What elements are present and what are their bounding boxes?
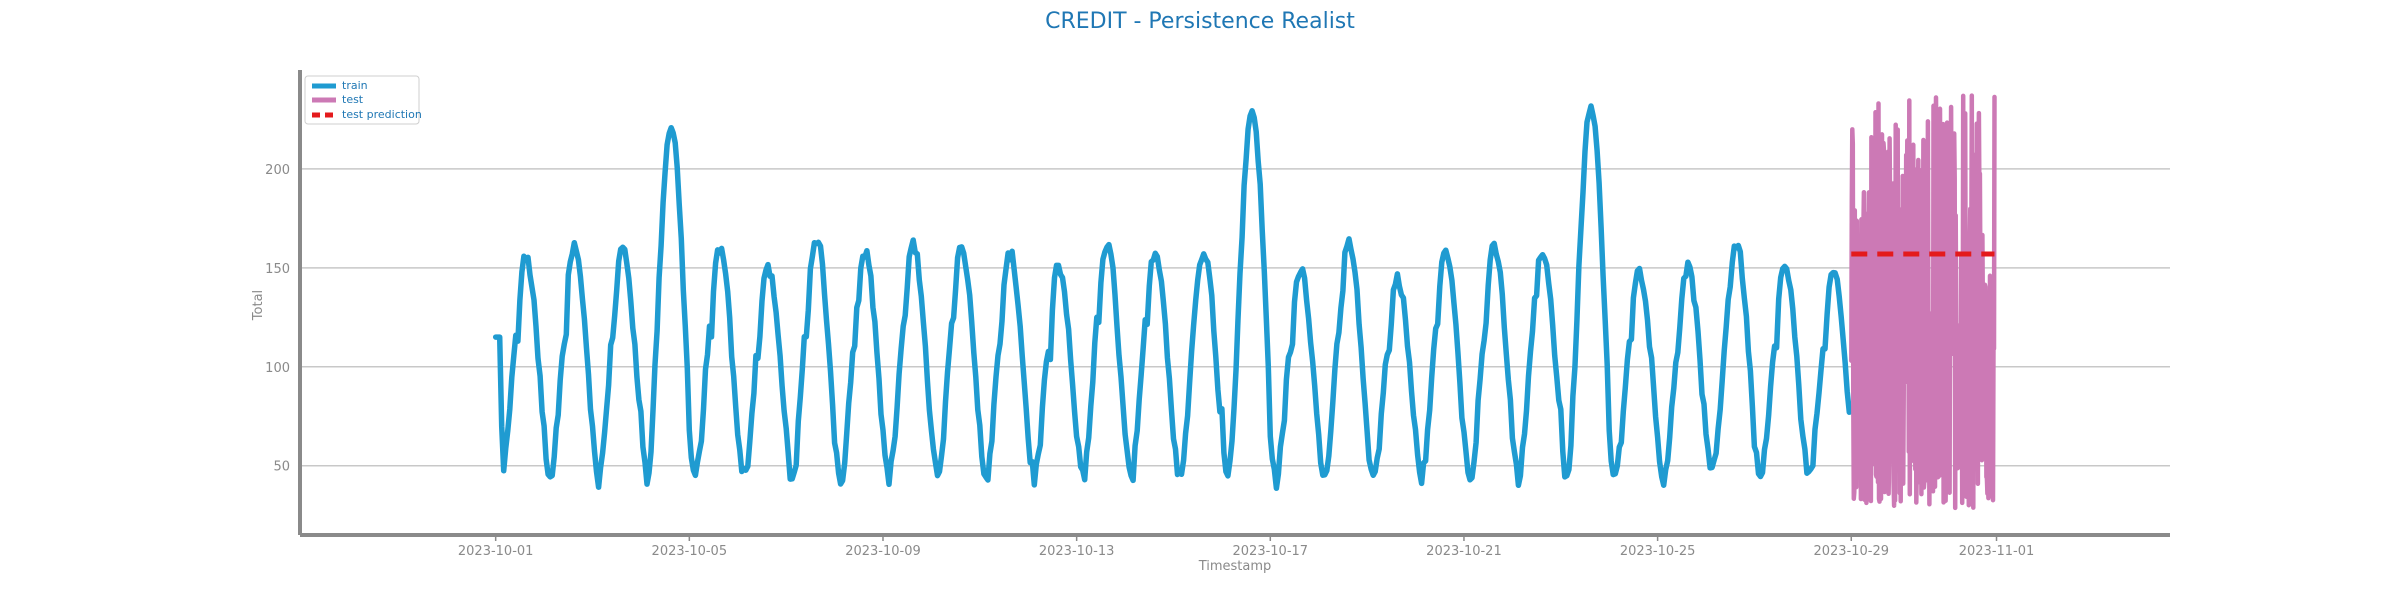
x-tick-label: 2023-10-29 bbox=[1813, 544, 1889, 559]
y-tick-label: 200 bbox=[265, 163, 290, 178]
ticks: 50 100 150 200 2023-10-01 2023-10-05 2023-10-0… bbox=[265, 163, 2034, 559]
x-tick-label: 2023-11-01 bbox=[1959, 544, 2035, 559]
y-axis-title: Total bbox=[251, 290, 266, 321]
x-tick-label: 2023-10-17 bbox=[1233, 544, 1309, 559]
legend: train test test prediction bbox=[304, 75, 422, 125]
y-tick-label: 50 bbox=[273, 460, 290, 475]
x-axis-title: Timestamp bbox=[1198, 559, 1272, 574]
legend-test-label: test bbox=[342, 93, 364, 106]
x-tick-label: 2023-10-01 bbox=[458, 544, 534, 559]
legend-prediction-label: test prediction bbox=[342, 108, 422, 121]
x-tick-label: 2023-10-13 bbox=[1039, 544, 1115, 559]
series-layer bbox=[492, 93, 1997, 511]
axes bbox=[298, 70, 2170, 537]
x-tick-label: 2023-10-21 bbox=[1426, 544, 1502, 559]
y-tick-label: 150 bbox=[265, 262, 290, 277]
series-train bbox=[492, 103, 1853, 491]
y-tick-label: 100 bbox=[265, 361, 290, 376]
legend-train-label: train bbox=[342, 79, 368, 92]
x-tick-label: 2023-10-05 bbox=[652, 544, 728, 559]
chart-title: CREDIT - Persistence Realist bbox=[1045, 9, 1355, 34]
x-tick-label: 2023-10-09 bbox=[845, 544, 921, 559]
x-tick-label: 2023-10-25 bbox=[1620, 544, 1696, 559]
series-test bbox=[1849, 93, 1997, 511]
